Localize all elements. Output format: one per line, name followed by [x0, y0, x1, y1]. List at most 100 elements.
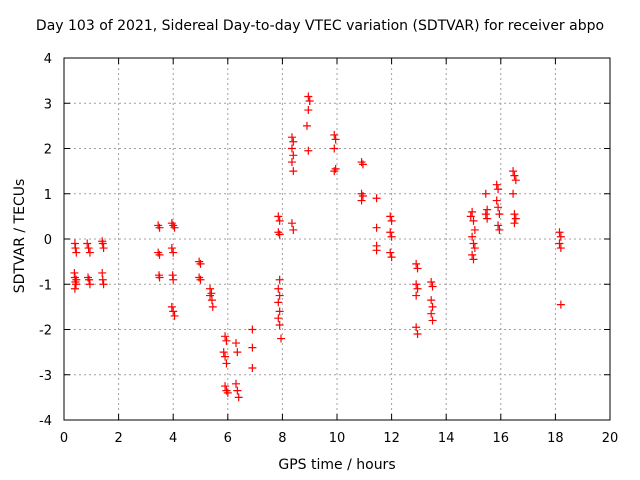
data-point	[469, 255, 478, 264]
data-point	[510, 219, 519, 228]
data-point	[330, 167, 339, 176]
data-point	[233, 386, 242, 395]
data-point	[72, 275, 81, 284]
data-point	[386, 212, 395, 221]
data-point	[304, 146, 313, 155]
data-point	[275, 320, 284, 329]
data-point	[155, 273, 164, 282]
data-point	[289, 225, 298, 234]
data-point	[85, 275, 94, 284]
data-point	[428, 302, 437, 311]
data-point	[466, 212, 475, 221]
data-point	[248, 343, 257, 352]
data-point	[248, 325, 257, 334]
data-point	[287, 158, 296, 167]
data-point	[85, 248, 94, 257]
data-point	[221, 332, 230, 341]
data-point	[495, 225, 504, 234]
y-tick-label: -3	[39, 369, 52, 384]
data-point	[386, 248, 395, 257]
data-point	[196, 275, 205, 284]
data-point	[412, 280, 421, 289]
data-point	[481, 189, 490, 198]
grid-lines	[64, 58, 610, 420]
data-point	[274, 284, 283, 293]
data-point	[510, 171, 519, 180]
data-point	[85, 280, 94, 289]
data-point	[196, 259, 205, 268]
data-point	[221, 352, 230, 361]
data-point	[372, 194, 381, 203]
data-point	[289, 167, 298, 176]
data-point	[555, 239, 564, 248]
data-point	[206, 284, 215, 293]
data-point	[386, 228, 395, 237]
data-point	[468, 207, 477, 216]
data-point	[170, 223, 179, 232]
data-point	[556, 244, 565, 253]
data-point	[358, 192, 367, 201]
data-point	[469, 216, 478, 225]
data-point	[208, 302, 217, 311]
data-point	[509, 167, 518, 176]
x-tick-label: 0	[60, 431, 68, 446]
data-point	[387, 216, 396, 225]
y-tick-label: 4	[44, 52, 52, 67]
data-point	[469, 239, 478, 248]
y-tick-label: 1	[44, 188, 52, 203]
x-tick-label: 10	[329, 431, 346, 446]
data-point	[155, 250, 164, 259]
data-point	[289, 137, 298, 146]
data-point	[555, 228, 564, 237]
data-point	[470, 244, 479, 253]
data-point	[413, 264, 422, 273]
data-point	[277, 334, 286, 343]
data-point	[387, 253, 396, 262]
data-point	[98, 239, 107, 248]
data-point	[412, 259, 421, 268]
data-point	[207, 296, 216, 305]
data-point	[468, 232, 477, 241]
data-point	[427, 277, 436, 286]
data-point	[231, 339, 240, 348]
x-tick-label: 2	[114, 431, 122, 446]
data-point	[427, 309, 436, 318]
data-point	[275, 230, 284, 239]
x-tick-label: 14	[438, 431, 455, 446]
x-tick-label: 16	[493, 431, 510, 446]
data-point	[494, 203, 503, 212]
data-point	[275, 307, 284, 316]
data-point	[167, 244, 176, 253]
data-point	[304, 106, 313, 115]
y-tick-label: -1	[39, 278, 52, 293]
data-point	[98, 268, 107, 277]
chart-title: Day 103 of 2021, Sidereal Day-to-day VTE…	[35, 18, 605, 34]
data-point	[223, 388, 232, 397]
data-point	[169, 275, 178, 284]
data-point	[302, 121, 311, 130]
data-point	[234, 393, 243, 402]
data-point	[222, 336, 231, 345]
y-tick-label: 2	[44, 143, 52, 158]
data-point	[287, 219, 296, 228]
data-point	[509, 189, 518, 198]
data-point	[248, 363, 257, 372]
data-point	[483, 205, 492, 214]
x-tick-label: 8	[278, 431, 286, 446]
data-point	[372, 223, 381, 232]
y-axis-label: SDTVAR / TECUs	[12, 178, 28, 294]
data-point	[412, 291, 421, 300]
data-point	[330, 130, 339, 139]
data-point	[511, 214, 520, 223]
x-tick-label: 6	[224, 431, 232, 446]
data-point	[221, 382, 230, 391]
data-points	[70, 92, 565, 402]
x-tick-label: 20	[602, 431, 619, 446]
data-point	[358, 160, 367, 169]
data-point	[413, 284, 422, 293]
x-tick-label: 12	[383, 431, 400, 446]
data-point	[167, 302, 176, 311]
y-tick-label: 3	[44, 97, 52, 112]
y-tick-label: 0	[44, 233, 52, 248]
